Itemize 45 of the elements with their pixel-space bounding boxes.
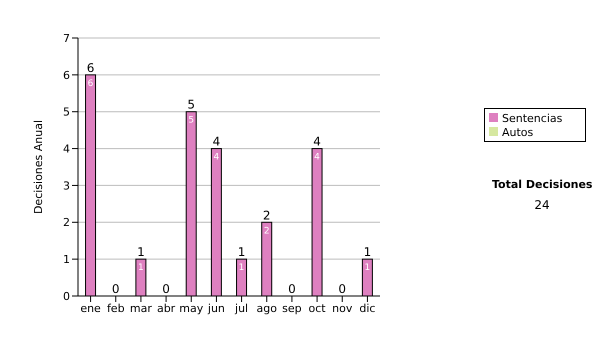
- y-tick-label: 7: [63, 32, 70, 45]
- total-label: 0: [288, 282, 296, 296]
- x-tick-label: dic: [359, 302, 376, 315]
- data-label: 1: [364, 263, 370, 274]
- y-tick-label: 1: [63, 253, 70, 266]
- x-tick-label: mar: [130, 302, 152, 315]
- y-axis-title: Decisiones Anual: [32, 120, 45, 214]
- total-label: 4: [313, 134, 321, 149]
- y-tick-label: 3: [63, 179, 70, 192]
- legend-label: Sentencias: [502, 112, 562, 125]
- data-label: 6: [88, 78, 94, 89]
- x-tick-label: oct: [308, 302, 326, 315]
- total-label: 0: [338, 282, 346, 296]
- x-tick-label: ago: [256, 302, 278, 315]
- total-label: 1: [364, 245, 372, 260]
- data-label: 5: [188, 116, 194, 126]
- total-label: 0: [112, 282, 120, 296]
- data-label: 2: [264, 226, 270, 236]
- total-label: 1: [137, 245, 145, 260]
- y-tick-label: 4: [63, 142, 70, 156]
- y-tick-label: 5: [63, 106, 70, 119]
- x-tick-label: nov: [332, 302, 353, 315]
- x-tick-label: jun: [206, 302, 225, 315]
- x-tick-label: abr: [156, 302, 176, 315]
- x-tick-label: jul: [234, 302, 248, 315]
- total-label: 1: [238, 245, 246, 260]
- y-tick-label: 2: [63, 216, 70, 230]
- text: Total Decisiones: [492, 178, 592, 191]
- total-label: 0: [162, 282, 170, 296]
- data-label: 4: [314, 152, 320, 163]
- x-tick-label: ene: [80, 302, 102, 315]
- total-label: 5: [187, 98, 196, 112]
- x-tick-label: sep: [282, 302, 302, 315]
- total-label: 4: [212, 134, 220, 149]
- x-tick-label: feb: [106, 302, 125, 315]
- legend-label: Autos: [502, 126, 534, 139]
- data-label: 4: [214, 152, 220, 163]
- total-label: 2: [262, 208, 271, 222]
- y-tick-label: 6: [63, 68, 70, 82]
- y-tick-label: 0: [63, 290, 70, 303]
- text: 24: [533, 198, 551, 212]
- total-label: 6: [86, 60, 94, 75]
- x-tick-label: may: [179, 302, 204, 315]
- data-label: 1: [138, 263, 144, 274]
- data-label: 1: [238, 263, 244, 274]
